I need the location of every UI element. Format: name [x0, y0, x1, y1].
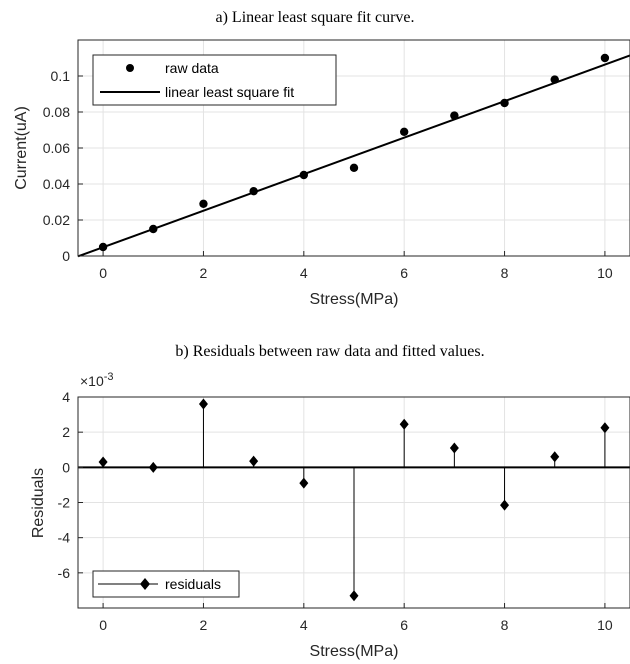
chart-a-y-axis-label: Current(uA) — [13, 106, 30, 190]
chart-b-x-ticks: 0 2 4 6 8 10 — [99, 603, 613, 633]
chart-b-title: b) Residuals between raw data and fitted… — [175, 343, 484, 360]
chart-a-x-tick-label: 8 — [501, 265, 509, 281]
chart-a-marks — [77, 53, 630, 258]
chart-a-legend: raw data linear least square fit — [92, 54, 337, 106]
chart-b-y-tick-label: 4 — [62, 389, 70, 405]
chart-b-y-tick-label: 2 — [62, 424, 70, 440]
chart-a-data-point — [299, 170, 309, 180]
chart-a-data-point — [500, 98, 509, 108]
chart-a-title: a) Linear least square fit curve. — [215, 9, 414, 26]
chart-a-data-point — [349, 163, 359, 172]
chart-b-marks — [78, 398, 630, 602]
chart-a-data-point — [98, 242, 108, 252]
chart-b-y-tick-label: -4 — [58, 530, 71, 546]
chart-a-x-ticks: 0 2 4 6 8 10 — [99, 251, 613, 281]
chart-b-residual-marker — [399, 418, 409, 430]
chart-a-data-point — [199, 199, 208, 208]
chart-b-residual-marker — [550, 451, 560, 463]
chart-b-legend-marker — [140, 578, 150, 590]
chart-b-x-tick-label: 0 — [99, 617, 107, 633]
chart-a-y-tick-label: 0.04 — [43, 176, 70, 192]
chart-b: b) Residuals between raw data and fitted… — [30, 343, 630, 660]
chart-a-fit-line — [77, 54, 630, 258]
chart-a-data-point — [550, 75, 559, 84]
chart-b-residual-marker — [249, 455, 259, 467]
chart-a-data-point — [249, 187, 258, 196]
chart-b-y-ticks: -6 -4 -2 0 2 4 — [58, 389, 83, 581]
chart-b-y-tick-label: -6 — [58, 565, 71, 581]
chart-a-legend-label-raw-data: raw data — [165, 60, 219, 76]
chart-a: a) Linear least square fit curve. 0 2 4 6 8 1… — [13, 9, 630, 308]
chart-a-y-tick-label: 0 — [62, 248, 70, 264]
chart-a-y-tick-label: 0.02 — [43, 212, 70, 228]
chart-a-x-tick-label: 10 — [597, 265, 613, 281]
chart-a-x-tick-label: 6 — [400, 265, 408, 281]
chart-b-y-axis-label: Residuals — [30, 468, 47, 538]
chart-b-residual-marker — [198, 398, 208, 410]
chart-a-y-tick-label: 0.1 — [51, 68, 71, 84]
chart-a-x-tick-label: 4 — [300, 265, 308, 281]
chart-a-x-tick-label: 2 — [200, 265, 208, 281]
chart-a-legend-marker-raw-data — [126, 64, 134, 72]
chart-a-x-tick-label: 0 — [99, 265, 107, 281]
chart-b-x-tick-label: 6 — [400, 617, 408, 633]
chart-b-residual-marker — [349, 590, 359, 602]
chart-b-x-tick-label: 8 — [501, 617, 509, 633]
chart-b-residual-marker — [148, 461, 158, 473]
chart-b-legend-label: residuals — [165, 576, 221, 592]
chart-a-x-axis-label: Stress(MPa) — [310, 291, 399, 308]
chart-b-x-tick-label: 2 — [200, 617, 208, 633]
chart-b-y-tick-label: 0 — [62, 459, 70, 475]
chart-b-legend-box — [92, 570, 240, 598]
chart-a-y-ticks: 0 0.02 0.04 0.06 0.08 0.1 — [43, 68, 83, 264]
chart-b-residual-marker — [299, 477, 309, 489]
chart-a-data-point — [399, 127, 409, 136]
chart-a-data-point — [149, 224, 158, 234]
chart-a-y-tick-label: 0.08 — [43, 104, 70, 120]
chart-b-x-axis-label: Stress(MPa) — [310, 643, 399, 660]
chart-b-residual-marker — [600, 422, 610, 434]
chart-b-residual-marker — [449, 442, 459, 454]
chart-a-data-point — [600, 53, 610, 63]
chart-b-x-tick-label: 10 — [597, 617, 613, 633]
chart-a-data-point — [450, 111, 459, 120]
chart-b-x-tick-label: 4 — [300, 617, 308, 633]
chart-b-legend: residuals — [92, 570, 240, 598]
chart-a-legend-label-fit: linear least square fit — [165, 84, 294, 100]
chart-a-legend-box — [92, 54, 337, 106]
chart-b-exponent-label: ×10-3 — [80, 371, 114, 389]
chart-b-y-tick-label: -2 — [58, 495, 71, 511]
chart-b-residual-marker — [98, 456, 108, 468]
chart-b-residual-marker — [500, 499, 510, 511]
chart-a-y-tick-label: 0.06 — [43, 140, 70, 156]
